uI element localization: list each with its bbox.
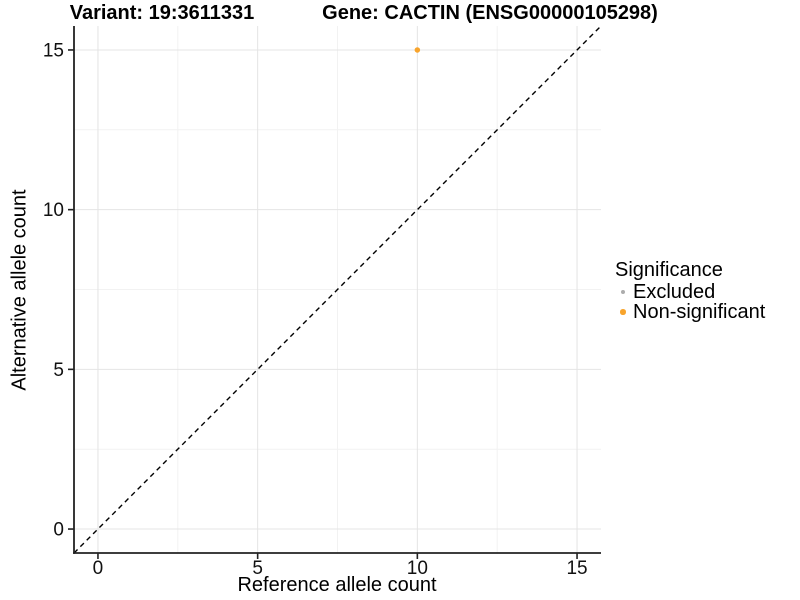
legend: Significance Excluded Non-significant (615, 259, 765, 322)
x-tick-label: 15 (566, 558, 587, 579)
x-axis-title: Reference allele count (237, 574, 437, 596)
data-point-non-significant (414, 47, 421, 53)
x-tick-label: 0 (93, 558, 104, 579)
gene-title: Gene: CACTIN (ENSG00000105298) (322, 2, 658, 24)
legend-rows: Excluded Non-significant (615, 282, 765, 322)
y-tick-label: 5 (53, 360, 64, 381)
legend-title: Significance (615, 259, 723, 281)
y-tick-label: 10 (43, 200, 64, 221)
legend-point-icon (620, 309, 626, 315)
legend-item: Excluded (615, 282, 765, 302)
x-tick-label: 10 (407, 558, 428, 579)
legend-item-label: Non-significant (633, 301, 766, 323)
legend-key (615, 284, 631, 300)
legend-item-label: Excluded (633, 281, 716, 303)
y-axis-title: Alternative allele count (8, 189, 31, 391)
legend-item: Non-significant (615, 302, 765, 322)
y-tick-label: 15 (43, 40, 64, 61)
variant-title: Variant: 19:3611331 (69, 2, 255, 24)
identity-line (73, 25, 602, 554)
x-tick-label: 5 (252, 558, 263, 579)
legend-point-icon (620, 289, 626, 295)
y-tick-label: 0 (53, 520, 64, 541)
legend-key (615, 304, 631, 320)
